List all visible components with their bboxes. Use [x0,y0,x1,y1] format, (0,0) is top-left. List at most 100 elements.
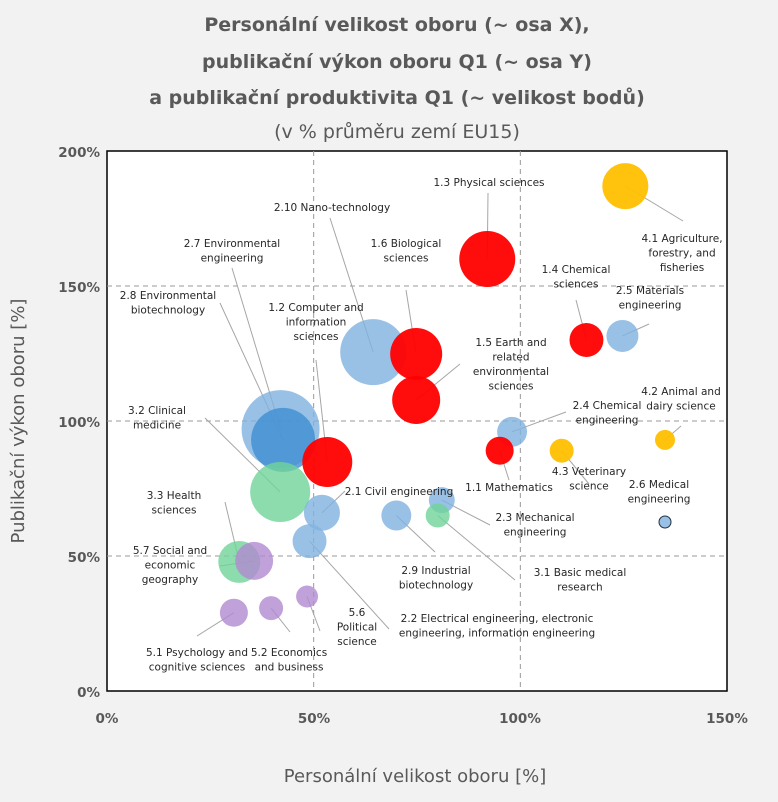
bubble-4-2 [655,429,675,450]
bubble-1-5 [392,375,441,424]
point-label: 1.2 Computer and information sciences [268,302,363,343]
y-axis-label: Publikační výkon oboru [%] [8,299,29,544]
title-line-3: a publikační produktivita Q1 (~ velikost… [149,86,645,109]
point-label-line: 3.3 Health [147,490,202,502]
bubble-5-7 [235,541,274,580]
point-label-line: 4.1 Agriculture, [641,233,722,245]
point-label: 4.3 Veterinary science [552,466,626,493]
point-label-line: biotechnology [131,305,205,317]
point-label: 2.8 Environmental biotechnology [120,290,216,317]
point-label: 5.1 Psychology and cognitive sciences [146,647,248,674]
point-label: 1.1 Mathematics [465,482,553,494]
y-tick-200: 200% [58,145,100,161]
point-label-line: science [569,481,609,493]
point-label-line: medicine [133,420,181,432]
x-tick-50: 50% [298,711,331,727]
point-label: 3.2 Clinical medicine [128,405,186,432]
point-label-line: sciences [294,331,339,343]
x-tick-0: 0% [96,711,119,727]
point-label: 2.5 Materials engineering [616,285,684,312]
bubble-5-2 [259,596,284,621]
bubble-2-2 [292,524,327,559]
point-label-line: Political [337,622,377,634]
point-label-line: 2.10 Nano-technology [274,202,390,214]
point-label-line: 1.5 Earth and [475,337,546,349]
point-label-line: 3.1 Basic medical [534,567,627,579]
point-label-line: 2.6 Medical [629,479,689,491]
point-label-line: 2.5 Materials [616,285,684,297]
point-label-line: 2.1 Civil engineering [345,486,454,498]
bubble-2-8 [251,407,316,472]
leader-line [437,515,516,581]
point-label-line: engineering, information engineering [399,628,595,640]
point-label-line: 2.2 Electrical engineering, electronic [401,613,594,625]
point-label-line: 2.4 Chemical [573,400,642,412]
bubble-1-3 [459,231,516,287]
x-tick-150: 150% [706,711,748,727]
point-label-line: information [286,317,347,329]
point-label: 3.1 Basic medical research [534,567,627,594]
point-label-line: 2.8 Environmental [120,290,216,302]
point-label-line: engineering [201,253,264,265]
point-label: 2.7 Environmental engineering [184,238,280,265]
subtitle: (v % průměru zemí EU15) [274,121,520,143]
point-label-line: engineering [504,527,567,539]
point-label-line: biotechnology [399,580,473,592]
bubble-1-2 [302,437,353,488]
point-label: 2.10 Nano-technology [274,202,390,214]
y-tick-100: 100% [58,415,100,431]
point-label-line: engineering [628,494,691,506]
leader-line [309,540,390,630]
point-label: 5.2 Economics and business [251,647,327,674]
point-label-line: 2.3 Mechanical [495,512,574,524]
point-label-line: 1.2 Computer and [268,302,363,314]
bubble-5-1 [219,598,248,627]
point-label-line: 3.2 Clinical [128,405,186,417]
point-label-line: 5.1 Psychology and [146,647,248,659]
chart-title: Personální velikost oboru (~ osa X), pub… [149,14,645,143]
point-label-line: research [557,582,602,594]
point-label: 1.4 Chemical sciences [542,264,611,291]
point-label: 5.6 Political science [337,607,377,648]
bubble-3-2 [250,462,311,523]
bubble-2-5 [606,319,639,352]
point-label-line: sciences [554,279,599,291]
bubble-1-4 [569,323,604,357]
point-label-line: forestry, and [648,248,715,260]
point-label-line: 5.6 [349,607,366,619]
point-labels: 4.1 Agriculture, forestry, and fisheries 1.… [120,177,723,674]
point-label-line: engineering [576,415,639,427]
point-label-line: 5.2 Economics [251,647,327,659]
point-label: 1.3 Physical sciences [433,177,544,189]
point-label-line: sciences [152,505,197,517]
point-label-line: 4.2 Animal and [641,386,720,398]
point-label: 2.6 Medical engineering [628,479,691,506]
point-label-line: cognitive sciences [149,662,245,674]
x-tick-100: 100% [499,711,541,727]
point-label: 2.9 Industrial biotechnology [399,565,473,592]
y-tick-0: 0% [77,685,100,701]
point-label-line: geography [142,574,199,586]
bubbles [218,163,675,627]
point-label: 1.5 Earth and related environmental science… [473,337,549,393]
bubble-2-1 [303,494,340,531]
point-label-line: sciences [489,381,534,393]
point-label-line: dairy science [646,401,715,413]
title-line-2: publikační výkon oboru Q1 (~ osa Y) [202,51,592,73]
point-label: 4.2 Animal and dairy science [641,386,720,413]
bubble-2-6 [658,515,672,529]
bubble-2-9 [381,500,412,531]
x-axis-label: Personální velikost oboru [%] [284,766,546,787]
point-label: 2.1 Civil engineering [345,486,454,498]
axis-ticks: 200% 150% 100% 50% 0% 0% 50% 100% 150% [58,145,748,727]
point-label: 2.4 Chemical engineering [573,400,642,427]
bubble-5-6 [296,585,319,608]
bubble-1-6 [390,328,443,381]
point-label-line: 2.7 Environmental [184,238,280,250]
point-label-line: and business [255,662,324,674]
bubble-4-3 [549,438,574,463]
point-label: 1.6 Biological sciences [371,238,442,265]
point-label-line: environmental [473,366,549,378]
bubble-2-10 [340,319,407,386]
